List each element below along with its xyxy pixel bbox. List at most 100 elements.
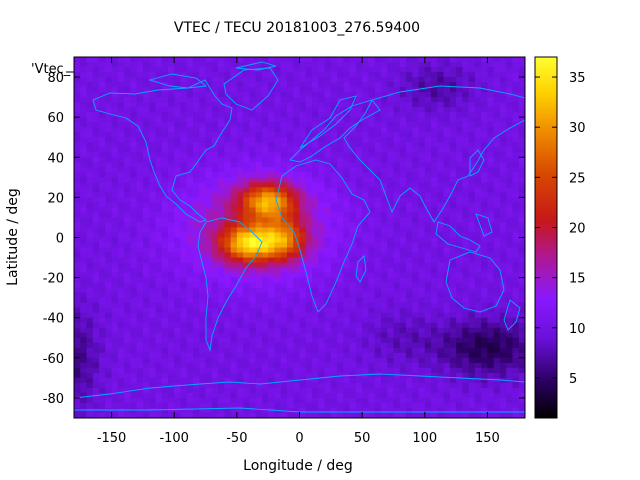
heatmap-cell <box>380 292 388 299</box>
heatmap-cell <box>418 122 426 128</box>
heatmap-cell <box>462 202 470 209</box>
heatmap-cell <box>393 377 401 384</box>
heatmap-cell <box>468 207 476 214</box>
heatmap-cell <box>186 222 194 229</box>
heatmap-cell <box>111 267 119 274</box>
heatmap-cell <box>286 327 294 334</box>
heatmap-cell <box>167 87 175 93</box>
heatmap-cell <box>74 362 81 369</box>
heatmap-cell <box>305 67 313 73</box>
heatmap-cell <box>86 262 94 269</box>
heatmap-cell <box>174 252 182 259</box>
heatmap-cell <box>205 87 213 93</box>
heatmap-cell <box>337 207 344 214</box>
heatmap-cell <box>199 212 207 219</box>
heatmap-cell <box>142 102 150 108</box>
heatmap-cell <box>312 102 319 108</box>
heatmap-cell <box>205 102 213 108</box>
heatmap-cell <box>412 367 420 374</box>
heatmap-cell <box>99 202 106 209</box>
heatmap-cell <box>74 147 81 153</box>
heatmap-cell <box>437 357 445 364</box>
heatmap-cell <box>167 122 175 128</box>
heatmap-cell <box>487 247 495 254</box>
heatmap-cell <box>349 162 357 168</box>
heatmap-cell <box>324 57 332 63</box>
heatmap-cell <box>280 327 288 334</box>
heatmap-cell <box>387 242 395 249</box>
heatmap-cell <box>211 157 219 163</box>
heatmap-cell <box>337 82 344 88</box>
heatmap-cell <box>462 92 470 98</box>
heatmap-cell <box>380 397 388 404</box>
heatmap-cell <box>167 62 175 68</box>
heatmap-cell <box>230 352 238 359</box>
heatmap-cell <box>399 182 407 188</box>
heatmap-cell <box>161 112 169 118</box>
heatmap-cell <box>274 122 282 128</box>
heatmap-cell <box>318 97 326 103</box>
heatmap-cell <box>462 67 470 73</box>
heatmap-cell <box>280 137 288 143</box>
heatmap-cell <box>337 387 344 394</box>
heatmap-cell <box>512 192 520 198</box>
heatmap-cell <box>330 147 338 153</box>
heatmap-cell <box>224 342 232 349</box>
heatmap-cell <box>493 137 501 143</box>
heatmap-cell <box>324 212 332 219</box>
heatmap-cell <box>261 272 269 279</box>
heatmap-cell <box>136 197 144 203</box>
heatmap-cell <box>99 212 106 219</box>
heatmap-cell <box>199 137 207 143</box>
heatmap-cell <box>111 277 119 284</box>
heatmap-cell <box>493 232 501 239</box>
heatmap-cell <box>349 227 357 234</box>
heatmap-cell <box>387 302 395 309</box>
heatmap-cell <box>111 402 119 409</box>
heatmap-cell <box>437 392 445 399</box>
heatmap-cell <box>405 257 413 264</box>
heatmap-cell <box>506 172 514 178</box>
heatmap-cell <box>380 82 388 88</box>
heatmap-cell <box>161 77 169 83</box>
heatmap-cell <box>449 387 457 394</box>
heatmap-cell <box>161 247 169 254</box>
heatmap-cell <box>124 342 131 349</box>
heatmap-cell <box>174 367 182 374</box>
heatmap-cell <box>431 122 438 128</box>
heatmap-cell <box>362 107 369 113</box>
heatmap-cell <box>193 347 200 354</box>
heatmap-cell <box>218 227 225 234</box>
heatmap-cell <box>180 362 188 369</box>
heatmap-cell <box>230 262 238 269</box>
heatmap-cell <box>499 262 507 269</box>
heatmap-cell <box>512 287 520 294</box>
heatmap-cell <box>443 377 451 384</box>
heatmap-cell <box>468 257 476 264</box>
heatmap-cell <box>92 312 100 319</box>
heatmap-cell <box>105 402 113 409</box>
heatmap-cell <box>111 282 119 289</box>
heatmap-cell <box>374 227 382 234</box>
heatmap-cell <box>167 157 175 163</box>
heatmap-cell <box>343 72 351 78</box>
heatmap-cell <box>199 112 207 118</box>
heatmap-cell <box>493 277 501 284</box>
heatmap-cell <box>355 97 363 103</box>
heatmap-cell <box>349 147 357 153</box>
heatmap-cell <box>437 367 445 374</box>
heatmap-cell <box>374 347 382 354</box>
heatmap-cell <box>506 167 514 173</box>
heatmap-cell <box>312 257 319 264</box>
heatmap-cell <box>305 252 313 259</box>
heatmap-cell <box>487 337 495 344</box>
heatmap-cell <box>199 162 207 168</box>
heatmap-cell <box>343 172 351 178</box>
heatmap-cell <box>318 67 326 73</box>
heatmap-cell <box>205 277 213 284</box>
heatmap-cell <box>462 167 470 173</box>
heatmap-cell <box>362 202 369 209</box>
heatmap-cell <box>74 212 81 219</box>
heatmap-cell <box>155 247 163 254</box>
heatmap-cell <box>318 157 326 163</box>
